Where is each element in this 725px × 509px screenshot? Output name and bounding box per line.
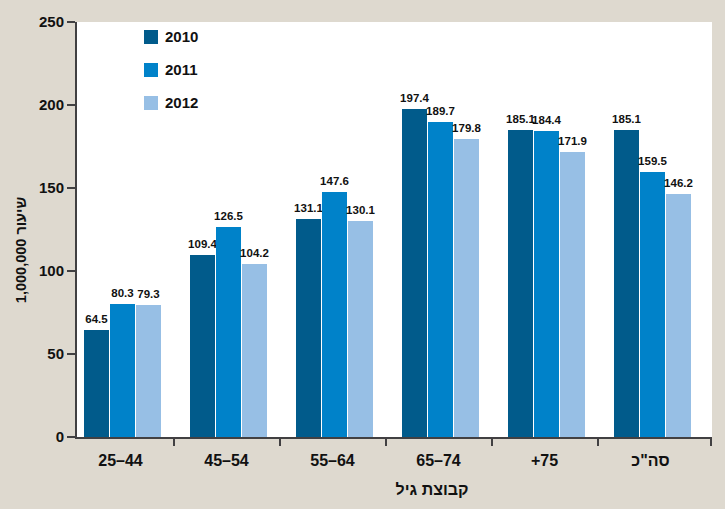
bar-2012: [136, 305, 161, 437]
category-label: 45–54: [188, 452, 265, 470]
bar-value-label: 131.1: [294, 202, 323, 214]
legend-item-2012: 2012: [144, 94, 198, 112]
bar-value-label: 130.1: [346, 204, 375, 216]
y-tick-label: 50: [20, 345, 64, 363]
bar-2011: [216, 227, 241, 437]
bar-value-label: 179.8: [452, 122, 481, 134]
bar-value-label: 146.2: [664, 177, 693, 189]
bar-group: 185.1184.4 171.9: [508, 22, 585, 437]
category-label: 55–64: [294, 452, 371, 470]
bar-2011: [428, 122, 453, 437]
bar-group: 131.1 147.6 130.1: [296, 22, 373, 437]
bar-2012: [454, 139, 479, 437]
bar-value-label: 159.5: [638, 155, 667, 167]
y-tick-label: 150: [20, 179, 64, 197]
bar-2010: [190, 255, 215, 437]
bar-value-label: 185.1: [506, 113, 535, 125]
x-tick-mark: [173, 439, 175, 446]
legend-label: 2011: [165, 61, 198, 79]
x-tick-mark: [385, 439, 387, 446]
y-tick-mark: [67, 104, 75, 106]
x-axis-title: קבוצת גיל: [332, 481, 532, 499]
bar-2010: [508, 130, 533, 437]
y-tick-label: 0: [20, 428, 64, 446]
legend-item-2011: 2011: [144, 61, 198, 79]
legend-swatch-2011: [144, 63, 158, 77]
legend: 2010 2011 2012: [144, 28, 198, 127]
bar-value-label: 171.9: [558, 135, 587, 147]
bar-2012: [666, 194, 691, 437]
bar-value-label: 80.3: [111, 287, 133, 299]
y-tick-label: 250: [20, 13, 64, 31]
bar-2011: [322, 192, 347, 437]
bar-2011: [534, 131, 559, 437]
bar-value-label: 189.7: [426, 105, 455, 117]
y-tick-label: 200: [20, 96, 64, 114]
y-tick-mark: [67, 436, 75, 438]
bar-group: 109.4 126.5 104.2: [190, 22, 267, 437]
legend-label: 2012: [165, 94, 198, 112]
bar-2011: [110, 304, 135, 437]
bar-value-label: 185.1: [612, 113, 641, 125]
bar-2012: [560, 152, 585, 437]
bar-value-label: 79.3: [137, 288, 159, 300]
y-tick-label: 100: [20, 262, 64, 280]
bar-value-label: 184.4: [532, 114, 561, 126]
bar-2010: [402, 109, 427, 437]
legend-swatch-2010: [144, 30, 158, 44]
bar-group: 185.1 159.5 146.2: [614, 22, 691, 437]
bar-value-label: 147.6: [320, 175, 349, 187]
category-label: 65–74: [400, 452, 477, 470]
y-tick-mark: [67, 353, 75, 355]
bar-2010: [614, 130, 639, 437]
x-tick-mark: [597, 439, 599, 446]
bar-value-label: 197.4: [400, 92, 429, 104]
bar-chart: שיעור 1,000,000 64.580.379.3109.4126.510…: [0, 0, 725, 509]
category-label: סה"כ: [612, 452, 689, 470]
bar-2010: [84, 330, 109, 437]
bar-value-label: 109.4: [188, 238, 217, 250]
x-tick-mark: [491, 439, 493, 446]
y-tick-mark: [67, 187, 75, 189]
bar-value-label: 126.5: [214, 210, 243, 222]
category-label: +75: [506, 452, 583, 470]
bar-value-label: 64.5: [85, 313, 107, 325]
bar-2011: [640, 172, 665, 437]
category-label: 25–44: [82, 452, 159, 470]
legend-label: 2010: [165, 28, 198, 46]
legend-swatch-2012: [144, 96, 158, 110]
bar-2012: [242, 264, 267, 437]
bar-group: 197.4189.7 179.8: [402, 22, 479, 437]
bar-2012: [348, 221, 373, 437]
bar-value-label: 104.2: [240, 247, 269, 259]
legend-item-2010: 2010: [144, 28, 198, 46]
y-tick-mark: [67, 21, 75, 23]
x-tick-mark: [279, 439, 281, 446]
bar-2010: [296, 219, 321, 437]
x-tick-mark: [710, 439, 712, 446]
y-tick-mark: [67, 270, 75, 272]
